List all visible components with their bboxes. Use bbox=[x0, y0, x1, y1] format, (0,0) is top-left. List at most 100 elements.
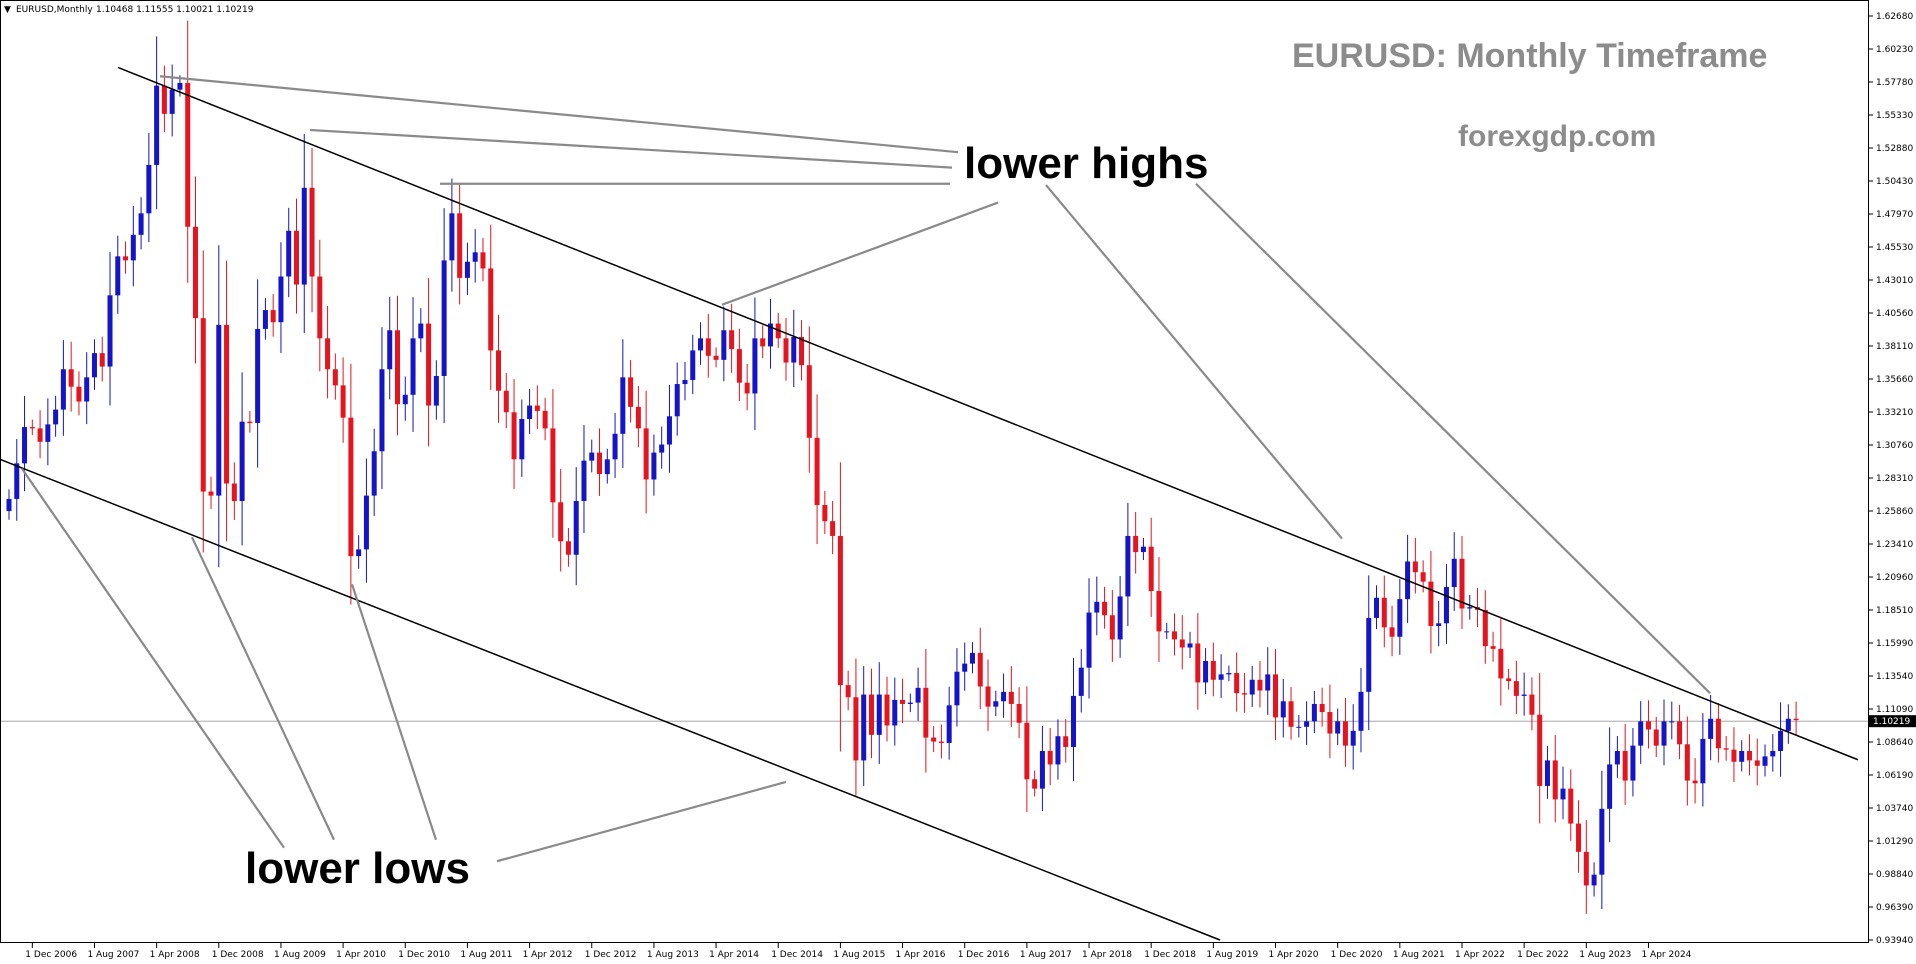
candle-body bbox=[534, 405, 540, 411]
candle-body bbox=[698, 338, 704, 351]
candle-body bbox=[1218, 674, 1224, 680]
candle-body bbox=[340, 385, 346, 418]
candle-body bbox=[29, 427, 35, 429]
candle-body bbox=[1172, 631, 1177, 640]
candle-body bbox=[1280, 701, 1286, 718]
candle-body bbox=[332, 369, 338, 386]
candle-body bbox=[1125, 535, 1131, 597]
candle-body bbox=[1241, 693, 1247, 695]
candle-body bbox=[262, 310, 268, 329]
candle-body bbox=[130, 234, 136, 261]
candle-body bbox=[1599, 808, 1605, 875]
chart-dropdown-arrow[interactable]: ▼ bbox=[4, 5, 11, 15]
candle-body bbox=[581, 460, 587, 501]
candle-body bbox=[464, 261, 470, 278]
candle-body bbox=[426, 323, 432, 406]
y-tick-label: 1.03740 bbox=[1876, 804, 1913, 814]
candle-body bbox=[1024, 722, 1030, 780]
candle-body bbox=[1117, 596, 1123, 640]
x-tick-label: 1 Apr 2014 bbox=[709, 950, 759, 960]
candle-body bbox=[954, 671, 960, 706]
x-tick-label: 1 Apr 2010 bbox=[336, 950, 386, 960]
candle-body bbox=[76, 386, 82, 402]
y-tick-label: 1.18510 bbox=[1876, 606, 1913, 616]
candle-body bbox=[1397, 599, 1403, 637]
candle-body bbox=[1521, 694, 1527, 696]
candle-body bbox=[1544, 760, 1550, 786]
y-tick-label: 1.33210 bbox=[1876, 408, 1913, 418]
candle-body bbox=[1661, 721, 1667, 746]
candle-body bbox=[962, 663, 968, 672]
lower-low-connector bbox=[21, 468, 285, 849]
x-tick-label: 1 Aug 2015 bbox=[833, 950, 885, 960]
candle-body bbox=[1273, 674, 1279, 718]
candle-body bbox=[192, 226, 198, 319]
candle-body bbox=[1350, 730, 1356, 746]
candle-body bbox=[931, 737, 937, 742]
candle-body bbox=[845, 685, 851, 698]
candle-body bbox=[1265, 674, 1271, 691]
candle-body bbox=[387, 330, 393, 370]
candle-body bbox=[91, 353, 97, 378]
candles bbox=[6, 20, 1799, 914]
candle-body bbox=[1746, 751, 1752, 761]
candle-body bbox=[488, 268, 494, 351]
candle-body bbox=[1226, 673, 1232, 675]
candle-body bbox=[1669, 721, 1675, 723]
y-tick-label: 1.57780 bbox=[1876, 78, 1913, 88]
candle-body bbox=[868, 694, 874, 735]
candle-body bbox=[806, 365, 812, 438]
candle-body bbox=[45, 424, 51, 442]
candle-body bbox=[1342, 721, 1348, 746]
candle-body bbox=[247, 421, 253, 424]
candle-body bbox=[1039, 751, 1045, 789]
y-tick-label: 1.28310 bbox=[1876, 474, 1913, 484]
y-tick-label: 1.55330 bbox=[1876, 111, 1913, 121]
candle-body bbox=[1778, 730, 1784, 752]
candle-body bbox=[496, 350, 502, 391]
candle-body bbox=[1482, 609, 1488, 647]
lower-lows-label: lower lows bbox=[245, 844, 470, 893]
x-tick-label: 1 Apr 2020 bbox=[1269, 950, 1319, 960]
candle-body bbox=[216, 324, 222, 496]
candle-body bbox=[1498, 648, 1504, 679]
x-tick-label: 1 Aug 2023 bbox=[1579, 950, 1631, 960]
y-tick-label: 0.98840 bbox=[1876, 870, 1913, 880]
candle-body bbox=[760, 338, 766, 347]
x-tick-label: 1 Dec 2010 bbox=[398, 950, 450, 960]
candle-body bbox=[480, 252, 486, 269]
y-tick-label: 1.30760 bbox=[1876, 441, 1913, 451]
candle-body bbox=[1645, 721, 1651, 730]
candle-body bbox=[900, 699, 906, 704]
y-tick-label: 1.13540 bbox=[1876, 672, 1913, 682]
candle-body bbox=[1715, 718, 1721, 749]
candle-body bbox=[1374, 597, 1380, 618]
x-tick-label: 1 Aug 2013 bbox=[647, 950, 699, 960]
candle-body bbox=[1156, 591, 1162, 632]
y-tick-label: 1.38110 bbox=[1876, 342, 1913, 352]
candle-body bbox=[1591, 874, 1597, 886]
candle-body bbox=[1070, 695, 1076, 747]
candle-body bbox=[363, 495, 369, 550]
candle-body bbox=[286, 230, 292, 277]
x-tick-label: 1 Apr 2024 bbox=[1641, 950, 1691, 960]
y-tick-label: 1.01290 bbox=[1876, 837, 1913, 847]
candle-body bbox=[177, 82, 183, 90]
candle-body bbox=[356, 549, 362, 557]
chart-subtitle: forexgdp.com bbox=[1458, 120, 1656, 153]
candle-body bbox=[37, 428, 43, 442]
candle-body bbox=[317, 276, 323, 339]
candle-body bbox=[379, 369, 385, 452]
candle-body bbox=[1607, 764, 1613, 809]
candle-body bbox=[1304, 721, 1310, 727]
candle-body bbox=[1102, 601, 1108, 616]
lower-channel-line bbox=[0, 458, 1221, 941]
candle-body bbox=[60, 369, 66, 410]
candle-body bbox=[682, 380, 688, 385]
candle-body bbox=[923, 687, 929, 738]
candle-body bbox=[597, 452, 603, 475]
candle-body bbox=[1249, 679, 1255, 695]
candle-body bbox=[1234, 673, 1240, 694]
y-tick-label: 1.15990 bbox=[1876, 639, 1913, 649]
